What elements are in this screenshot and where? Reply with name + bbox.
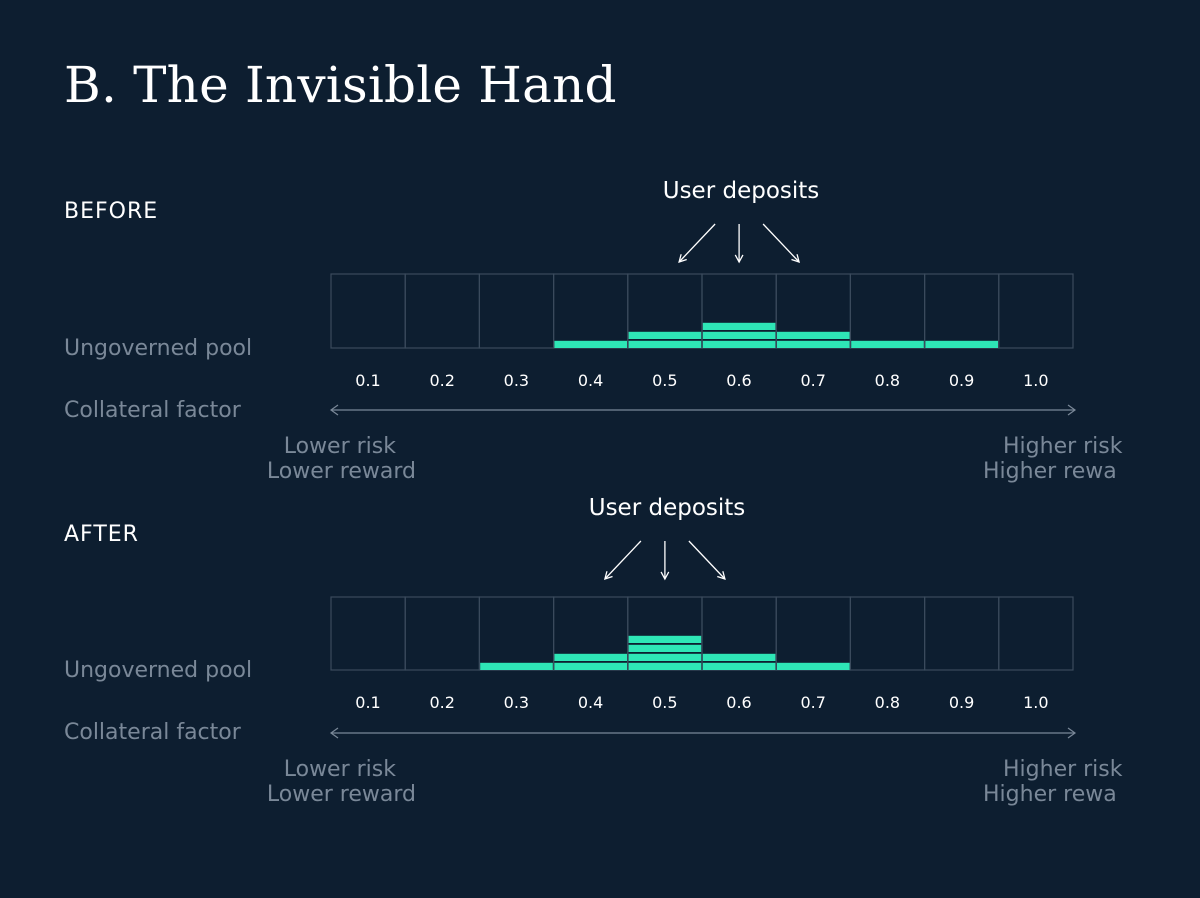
arrow-line — [762, 223, 800, 263]
deposit-bar — [628, 331, 702, 339]
deposit-bar — [925, 340, 998, 348]
arrow-line — [688, 540, 726, 580]
deposit-arrows — [678, 223, 801, 264]
tick-label: 0.9 — [948, 693, 975, 712]
arrow-down-icon — [717, 571, 726, 580]
arrow-left-icon — [329, 727, 339, 739]
pool-cell — [775, 596, 852, 671]
tick-label: 0.8 — [874, 693, 901, 712]
tick-label: 0.8 — [874, 371, 901, 390]
deposit-bar — [480, 662, 553, 670]
deposit-bar — [554, 340, 627, 348]
deposit-bar — [628, 662, 702, 670]
deposit-bar — [702, 662, 776, 670]
tick-label: 1.0 — [1023, 371, 1049, 390]
pool-label: Ungoverned pool — [64, 336, 253, 361]
deposit-bar — [777, 331, 850, 339]
pool-label: Ungoverned pool — [64, 658, 253, 683]
arrow-right-icon — [1067, 727, 1077, 739]
risk-high-label: Higher risk — [1003, 434, 1123, 459]
after-section: AFTER User deposits Ungoverned pool Coll… — [0, 0, 1200, 807]
pool-cell — [330, 596, 406, 671]
pool-cell — [998, 273, 1074, 349]
tick-label: 0.1 — [355, 371, 381, 390]
tick-label: 0.6 — [726, 371, 752, 390]
tick-label: 0.5 — [652, 693, 678, 712]
page-title: B. The Invisible Hand — [64, 56, 617, 114]
deposit-bar — [702, 340, 776, 348]
pool-cell — [849, 596, 926, 671]
deposit-bar — [628, 635, 702, 643]
axis-label: Collateral factor — [64, 720, 241, 745]
arrow-down-icon — [734, 254, 744, 264]
arrow-down-icon — [603, 571, 613, 580]
pool-cell — [404, 596, 481, 671]
pool-cell — [923, 596, 1000, 671]
tick-label: 0.9 — [948, 371, 975, 390]
reward-low-label: Lower reward — [266, 459, 416, 484]
tick-label: 0.2 — [429, 371, 455, 390]
deposit-bar — [554, 653, 627, 661]
user-deposits-label: User deposits — [662, 178, 820, 204]
deposit-bar — [628, 653, 702, 661]
section-label: BEFORE — [64, 199, 159, 224]
axis-arrow — [329, 727, 1077, 739]
deposit-bar — [702, 322, 776, 330]
reward-high-label: Higher rewa — [983, 459, 1117, 484]
reward-high-label: Higher rewa — [983, 782, 1117, 807]
arrow-down-icon — [791, 254, 801, 263]
arrow-down-icon — [678, 254, 687, 263]
arrow-line — [604, 540, 642, 580]
risk-high-label: Higher risk — [1003, 757, 1123, 782]
section-label: AFTER — [64, 522, 139, 547]
deposit-bar — [777, 662, 850, 670]
arrow-line — [678, 223, 716, 263]
deposit-bar — [702, 653, 776, 661]
reward-low-label: Lower reward — [266, 782, 416, 807]
deposit-bar — [554, 662, 627, 670]
tick-label: 0.2 — [429, 693, 455, 712]
pool-cell — [998, 596, 1074, 671]
tick-label: 1.0 — [1023, 693, 1049, 712]
tick-label: 0.7 — [800, 693, 826, 712]
risk-low-label: Lower risk — [283, 757, 396, 782]
arrow-left-icon — [329, 404, 339, 416]
tick-label: 0.4 — [577, 371, 604, 390]
tick-label: 0.7 — [800, 371, 826, 390]
user-deposits-label: User deposits — [588, 495, 746, 521]
pool-cell — [478, 596, 555, 671]
tick-label: 0.5 — [652, 371, 678, 390]
axis-label: Collateral factor — [64, 398, 241, 423]
tick-label: 0.1 — [355, 693, 381, 712]
tick-label: 0.4 — [577, 693, 604, 712]
risk-low-label: Lower risk — [283, 434, 396, 459]
arrow-down-icon — [660, 571, 670, 581]
deposit-bar — [777, 340, 850, 348]
tick-label: 0.3 — [503, 371, 530, 390]
arrow-right-icon — [1067, 404, 1077, 416]
deposit-arrows — [603, 540, 726, 581]
deposit-bar — [628, 644, 702, 652]
deposit-bar — [851, 340, 924, 348]
before-section: BEFORE User deposits Ungoverned pool Col… — [0, 0, 1200, 484]
deposit-bar — [702, 331, 776, 339]
axis-arrow — [329, 404, 1077, 416]
tick-label: 0.3 — [503, 693, 530, 712]
tick-label: 0.6 — [726, 693, 752, 712]
deposit-bar — [628, 340, 702, 348]
